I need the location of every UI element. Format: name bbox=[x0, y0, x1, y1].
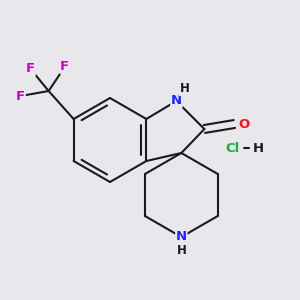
Text: F: F bbox=[26, 62, 35, 76]
Text: F: F bbox=[60, 61, 69, 74]
Text: N: N bbox=[176, 230, 187, 244]
Text: N: N bbox=[171, 94, 182, 107]
Text: H: H bbox=[252, 142, 264, 154]
Text: H: H bbox=[176, 244, 186, 256]
Text: F: F bbox=[16, 89, 25, 103]
Text: O: O bbox=[239, 118, 250, 130]
Text: Cl: Cl bbox=[225, 142, 239, 154]
Text: H: H bbox=[179, 82, 189, 95]
